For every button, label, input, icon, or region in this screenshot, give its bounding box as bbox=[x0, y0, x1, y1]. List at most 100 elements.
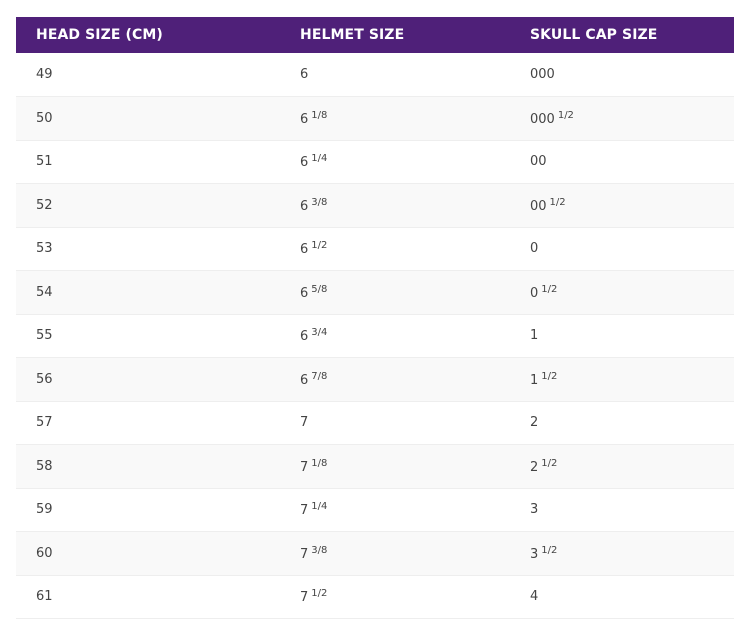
skull-cap-size-cell: 0 bbox=[510, 227, 734, 271]
helmet-size-whole: 6 bbox=[300, 285, 309, 301]
helmet-size-cell: 6 1/2 bbox=[280, 227, 510, 271]
helmet-size-fraction: 5/8 bbox=[311, 283, 328, 295]
skull-cap-size-whole: 2 bbox=[530, 459, 539, 475]
table-header: HEAD SIZE (CM) HELMET SIZE SKULL CAP SIZ… bbox=[16, 17, 734, 53]
head-size-cell: 50 bbox=[36, 110, 53, 126]
helmet-size-whole: 7 bbox=[300, 546, 309, 562]
table-row: 61 7 1/2 4 bbox=[16, 575, 734, 619]
helmet-size-whole: 6 bbox=[300, 198, 309, 214]
head-size-cell: 60 bbox=[36, 545, 53, 561]
skull-cap-size-whole: 1 bbox=[530, 328, 539, 344]
helmet-size-cell: 6 1/4 bbox=[280, 140, 510, 184]
skull-cap-size-cell: 2 bbox=[510, 401, 734, 445]
helmet-size-cell: 6 5/8 bbox=[280, 271, 510, 315]
helmet-size-cell: 6 bbox=[280, 53, 510, 97]
helmet-size-whole: 6 bbox=[300, 329, 309, 345]
skull-cap-size-whole: 000 bbox=[530, 111, 555, 127]
skull-cap-size-cell: 2 1/2 bbox=[510, 445, 734, 489]
head-size-cell: 49 bbox=[36, 67, 53, 82]
head-size-cell: 53 bbox=[36, 241, 53, 257]
skull-cap-size-fraction: 1/2 bbox=[541, 457, 558, 469]
helmet-size-whole: 6 bbox=[300, 242, 309, 258]
table-row: 58 7 1/8 2 1/2 bbox=[16, 444, 734, 489]
helmet-size-cell: 7 1/2 bbox=[280, 575, 510, 619]
size-chart-table: HEAD SIZE (CM) HELMET SIZE SKULL CAP SIZ… bbox=[16, 17, 734, 619]
helmet-size-cell: 6 7/8 bbox=[280, 358, 510, 402]
table-row: 56 6 7/8 1 1/2 bbox=[16, 357, 734, 402]
head-size-cell: 56 bbox=[36, 371, 53, 387]
head-size-cell: 55 bbox=[36, 328, 53, 344]
skull-cap-size-whole: 3 bbox=[530, 502, 539, 518]
table-row: 49 6 000 bbox=[16, 53, 734, 97]
header-skull-cap-size: SKULL CAP SIZE bbox=[530, 27, 658, 43]
table-row: 55 6 3/4 1 bbox=[16, 314, 734, 358]
helmet-size-fraction: 3/4 bbox=[311, 327, 328, 339]
table-row: 60 7 3/8 3 1/2 bbox=[16, 531, 734, 576]
helmet-size-cell: 7 1/4 bbox=[280, 488, 510, 532]
head-size-cell: 59 bbox=[36, 502, 53, 518]
skull-cap-size-cell: 1 bbox=[510, 314, 734, 358]
helmet-size-cell: 6 3/4 bbox=[280, 314, 510, 358]
helmet-size-fraction: 1/2 bbox=[311, 240, 328, 252]
skull-cap-size-whole: 1 bbox=[530, 372, 539, 388]
helmet-size-whole: 6 bbox=[300, 372, 309, 388]
head-size-cell: 61 bbox=[36, 589, 53, 605]
helmet-size-fraction: 1/4 bbox=[311, 153, 328, 165]
skull-cap-size-cell: 00 1/2 bbox=[510, 184, 734, 228]
helmet-size-fraction: 3/8 bbox=[311, 196, 328, 208]
header-head-size: HEAD SIZE (CM) bbox=[36, 27, 163, 43]
head-size-cell: 57 bbox=[36, 415, 53, 431]
skull-cap-size-whole: 00 bbox=[530, 198, 547, 214]
skull-cap-size-cell: 1 1/2 bbox=[510, 358, 734, 402]
skull-cap-size-cell: 4 bbox=[510, 575, 734, 619]
helmet-size-cell: 7 bbox=[280, 401, 510, 445]
skull-cap-size-whole: 3 bbox=[530, 546, 539, 562]
skull-cap-size-whole: 2 bbox=[530, 415, 539, 431]
skull-cap-size-fraction: 1/2 bbox=[541, 544, 558, 556]
skull-cap-size-whole: 00 bbox=[530, 154, 547, 170]
table-body: 49 6 000 50 6 1/8 000 1/2 51 6 1/4 00 52 6 3/8 00 1/2 53 6… bbox=[16, 53, 734, 619]
header-helmet-size: HELMET SIZE bbox=[300, 27, 405, 43]
helmet-size-whole: 7 bbox=[300, 590, 309, 606]
skull-cap-size-fraction: 1/2 bbox=[541, 283, 558, 295]
head-size-cell: 58 bbox=[36, 458, 53, 474]
table-row: 51 6 1/4 00 bbox=[16, 140, 734, 184]
table-row: 50 6 1/8 000 1/2 bbox=[16, 96, 734, 141]
skull-cap-size-cell: 00 bbox=[510, 140, 734, 184]
skull-cap-size-whole: 0 bbox=[530, 241, 539, 257]
head-size-cell: 54 bbox=[36, 284, 53, 300]
skull-cap-size-cell: 000 1/2 bbox=[510, 97, 734, 141]
helmet-size-cell: 7 1/8 bbox=[280, 445, 510, 489]
helmet-size-whole: 6 bbox=[300, 111, 309, 127]
helmet-size-whole: 7 bbox=[300, 503, 309, 519]
helmet-size-fraction: 1/2 bbox=[311, 588, 328, 600]
skull-cap-size-whole: 0 bbox=[530, 285, 539, 301]
helmet-size-cell: 6 1/8 bbox=[280, 97, 510, 141]
table-row: 52 6 3/8 00 1/2 bbox=[16, 183, 734, 228]
skull-cap-size-cell: 000 bbox=[510, 53, 734, 97]
helmet-size-fraction: 1/4 bbox=[311, 501, 328, 513]
skull-cap-size-cell: 3 1/2 bbox=[510, 532, 734, 576]
helmet-size-fraction: 7/8 bbox=[311, 370, 328, 382]
skull-cap-size-fraction: 1/2 bbox=[541, 370, 558, 382]
head-size-cell: 52 bbox=[36, 197, 53, 213]
skull-cap-size-cell: 0 1/2 bbox=[510, 271, 734, 315]
skull-cap-size-fraction: 1/2 bbox=[557, 109, 574, 121]
header-row: HEAD SIZE (CM) HELMET SIZE SKULL CAP SIZ… bbox=[16, 17, 734, 53]
helmet-size-whole: 7 bbox=[300, 459, 309, 475]
helmet-size-fraction: 1/8 bbox=[311, 457, 328, 469]
helmet-size-cell: 7 3/8 bbox=[280, 532, 510, 576]
helmet-size-fraction: 1/8 bbox=[311, 109, 328, 121]
helmet-size-fraction: 3/8 bbox=[311, 544, 328, 556]
head-size-cell: 51 bbox=[36, 154, 53, 170]
table-row: 57 7 2 bbox=[16, 401, 734, 445]
helmet-size-whole: 7 bbox=[300, 415, 309, 431]
helmet-size-whole: 6 bbox=[300, 67, 309, 82]
skull-cap-size-cell: 3 bbox=[510, 488, 734, 532]
table-row: 53 6 1/2 0 bbox=[16, 227, 734, 271]
skull-cap-size-whole: 4 bbox=[530, 589, 539, 605]
skull-cap-size-fraction: 1/2 bbox=[549, 196, 566, 208]
skull-cap-size-whole: 000 bbox=[530, 67, 555, 82]
table-row: 59 7 1/4 3 bbox=[16, 488, 734, 532]
helmet-size-cell: 6 3/8 bbox=[280, 184, 510, 228]
